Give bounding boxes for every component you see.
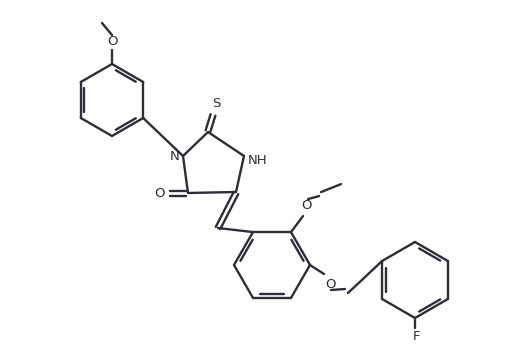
Text: N: N [170,149,180,162]
Text: S: S [212,97,220,109]
Text: NH: NH [248,154,268,167]
Text: F: F [412,329,420,343]
Text: O: O [107,34,117,48]
Text: O: O [154,187,164,199]
Text: O: O [302,199,312,211]
Text: O: O [325,277,335,290]
